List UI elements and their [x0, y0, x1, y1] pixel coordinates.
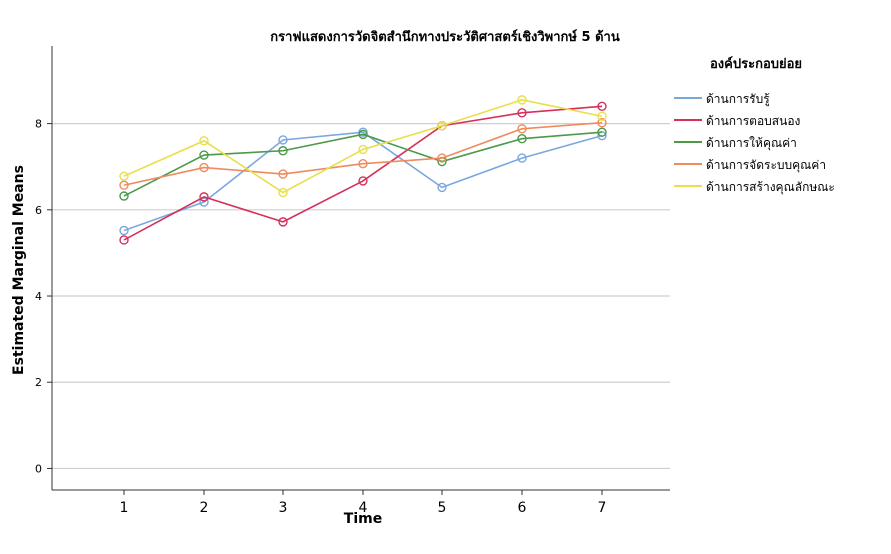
data-point — [119, 191, 129, 201]
chart-title: กราฟแสดงการวัดจิตสำนึกทางประวัติศาสตร์เช… — [270, 29, 620, 45]
x-tick-label: 4 — [359, 500, 368, 516]
series-line — [123, 105, 603, 241]
legend-title: องค์ประกอบย่อย — [710, 56, 802, 72]
data-point — [597, 118, 607, 128]
data-point — [358, 144, 368, 155]
data-point — [437, 121, 447, 131]
data-point — [517, 95, 527, 105]
legend-label: ด้านการให้คุณค่า — [706, 136, 797, 151]
data-point — [199, 162, 209, 173]
legend-label: ด้านการตอบสนอง — [706, 114, 800, 128]
legend-label: ด้านการสร้างคุณลักษณะ — [706, 180, 835, 195]
series-lines — [119, 95, 607, 245]
series-line — [123, 131, 603, 232]
data-point — [119, 171, 129, 181]
axes: 0 2 4 6 8 1 2 3 4 5 6 7 — [35, 46, 670, 516]
data-point — [517, 153, 527, 163]
data-point — [199, 150, 209, 160]
data-point — [437, 182, 447, 193]
data-point — [597, 127, 607, 137]
x-tick-label: 6 — [518, 500, 527, 516]
data-point — [517, 133, 527, 144]
y-tick-label: 2 — [35, 376, 42, 389]
y-tick-label: 4 — [35, 290, 42, 303]
data-point — [119, 225, 129, 236]
series-line — [123, 121, 603, 187]
x-axis-label: Time — [344, 511, 382, 527]
legend: ด้านการรับรู้ด้านการตอบสนองด้านการให้คุณ… — [674, 92, 835, 195]
x-tick-label: 5 — [438, 500, 447, 516]
legend-label: ด้านการรับรู้ — [706, 92, 770, 107]
data-point — [597, 101, 607, 112]
data-point — [199, 192, 209, 202]
x-tick-label: 3 — [279, 500, 288, 516]
data-point — [199, 197, 209, 207]
data-point — [358, 176, 368, 186]
series-line — [123, 131, 603, 197]
y-axis-label: Estimated Marginal Means — [11, 165, 27, 375]
data-point — [437, 153, 447, 163]
x-tick-label: 1 — [120, 500, 129, 516]
x-tick-label: 2 — [200, 500, 209, 516]
data-point — [278, 217, 288, 227]
data-point — [278, 146, 288, 156]
series-line — [123, 99, 603, 194]
data-point — [358, 158, 368, 169]
grid-lines — [52, 122, 670, 470]
data-point — [597, 111, 607, 121]
data-point — [278, 135, 288, 145]
data-point — [358, 129, 368, 140]
data-point — [517, 124, 527, 134]
data-point — [199, 136, 209, 146]
data-point — [278, 169, 288, 179]
data-point — [119, 180, 129, 190]
y-tick-label: 6 — [35, 204, 42, 217]
legend-label: ด้านการจัดระบบคุณค่า — [706, 158, 826, 173]
data-point — [119, 235, 129, 245]
data-point — [278, 187, 288, 198]
y-tick-label: 8 — [35, 118, 42, 131]
data-point — [597, 130, 607, 141]
x-tick-label: 7 — [598, 500, 607, 516]
data-point — [517, 108, 527, 118]
y-tick-label: 0 — [35, 462, 42, 475]
